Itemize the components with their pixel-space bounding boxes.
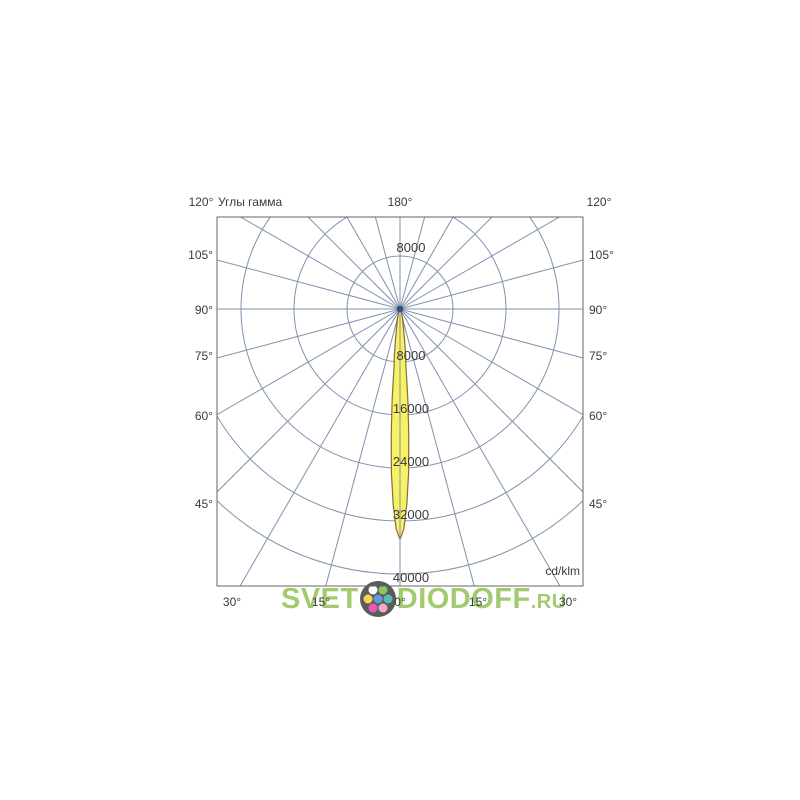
side-angle-label-right: 45° bbox=[589, 497, 607, 511]
polar-grid-spoke bbox=[374, 217, 401, 310]
ring-value-label: 32000 bbox=[393, 507, 429, 522]
polar-grid-spoke bbox=[217, 308, 401, 416]
polar-grid-spoke bbox=[217, 308, 401, 359]
ring-value-label: 8000 bbox=[397, 240, 426, 255]
bottom-angle-label: 30° bbox=[559, 595, 577, 609]
bottom-angle-label: 15° bbox=[469, 595, 487, 609]
watermark-text-tld: .RU bbox=[530, 591, 567, 613]
watermark-text-prefix: SVET bbox=[281, 583, 359, 615]
side-angle-label-right: 75° bbox=[589, 349, 607, 363]
logo-petal-dot bbox=[368, 585, 378, 595]
polar-grid-spoke bbox=[399, 217, 454, 310]
unit-label: cd/klm bbox=[545, 564, 580, 578]
watermark-text-suffix: DIODOFF bbox=[396, 583, 531, 615]
polar-grid-spoke bbox=[239, 217, 401, 310]
center-dot bbox=[396, 305, 404, 313]
polar-grid-spoke bbox=[217, 259, 401, 310]
polar-grid-spoke bbox=[399, 217, 561, 310]
polar-grid-spoke bbox=[399, 308, 583, 359]
angle-label-top-left: 120° bbox=[188, 195, 214, 209]
polar-grid-spoke bbox=[399, 217, 493, 310]
angle-label-top-center: 180° bbox=[387, 195, 413, 209]
chart-title: Углы гамма bbox=[218, 195, 283, 209]
polar-grid-spoke bbox=[399, 308, 475, 586]
bottom-angle-label: 30° bbox=[223, 595, 241, 609]
side-angle-label-right: 90° bbox=[589, 303, 607, 317]
polar-grid-spoke bbox=[346, 217, 401, 310]
ring-value-label: 40000 bbox=[393, 570, 429, 585]
logo-petal-dot bbox=[363, 594, 373, 604]
polar-grid-spoke bbox=[239, 308, 401, 586]
polar-grid-spoke bbox=[399, 308, 583, 493]
chart-border bbox=[216, 216, 584, 587]
logo-petal-dot bbox=[383, 594, 393, 604]
angle-label-top-right: 120° bbox=[586, 195, 612, 209]
ring-value-label: 24000 bbox=[393, 454, 429, 469]
side-angle-label-left: 105° bbox=[188, 248, 213, 262]
side-angle-label-right: 105° bbox=[589, 248, 614, 262]
side-angle-label-left: 60° bbox=[195, 409, 213, 423]
polar-grid-spoke bbox=[325, 308, 401, 586]
svetodiodoff-logo-icon bbox=[359, 581, 396, 617]
side-angle-label-left: 90° bbox=[195, 303, 213, 317]
logo-petal-dot bbox=[368, 603, 378, 613]
polar-grid-spoke bbox=[217, 308, 401, 493]
ring-value-label: 16000 bbox=[393, 401, 429, 416]
bottom-angle-label: 0° bbox=[394, 595, 406, 609]
bottom-angle-label: 15° bbox=[312, 595, 330, 609]
polar-grid-spoke bbox=[399, 217, 426, 310]
side-angle-label-left: 75° bbox=[195, 349, 213, 363]
logo-petal-dot bbox=[378, 603, 388, 613]
logo-petal-dot bbox=[378, 585, 388, 595]
polar-grid-spoke bbox=[399, 308, 561, 586]
polar-grid-spoke bbox=[399, 259, 583, 310]
polar-grid-spoke bbox=[399, 308, 583, 416]
side-angle-label-left: 45° bbox=[195, 497, 213, 511]
side-angle-label-right: 60° bbox=[589, 409, 607, 423]
ring-value-label: 8000 bbox=[397, 348, 426, 363]
watermark: SVET DIODOFF .RU bbox=[281, 581, 567, 617]
polar-grid-spoke bbox=[307, 217, 401, 310]
logo-center-dot bbox=[373, 594, 383, 604]
